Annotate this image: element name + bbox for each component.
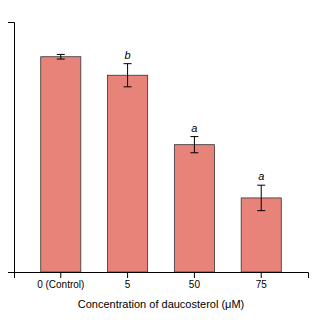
x-axis: 0 (Control) 5 50 75 xyxy=(15,272,309,290)
error-bar xyxy=(257,185,265,210)
chart: b a a 0 (Control) 5 50 75 Concentration of dauc… xyxy=(0,0,320,320)
x-tick-mark xyxy=(261,272,262,278)
y-axis-line xyxy=(8,23,15,273)
x-tick: 50 xyxy=(189,272,201,290)
x-tick-label: 75 xyxy=(256,279,268,290)
x-tick-label: 50 xyxy=(189,279,201,290)
error-bar xyxy=(57,54,65,59)
significance-label: a xyxy=(191,122,197,134)
bar xyxy=(108,75,148,272)
x-tick-label: 0 (Control) xyxy=(37,279,84,290)
significance-labels: b a a xyxy=(125,49,265,183)
x-tick: 5 xyxy=(125,272,131,290)
marks xyxy=(41,54,282,272)
x-tick-mark xyxy=(194,272,195,278)
x-axis-line xyxy=(15,273,309,279)
x-axis-title: Concentration of daucosterol (μM) xyxy=(78,298,245,310)
x-tick: 0 (Control) xyxy=(37,272,84,290)
x-tick-mark xyxy=(127,272,128,278)
y-axis xyxy=(8,23,15,273)
x-tick: 75 xyxy=(256,272,268,290)
error-bar xyxy=(190,137,198,153)
x-tick-label: 5 xyxy=(125,279,131,290)
significance-label: b xyxy=(125,49,131,61)
bar xyxy=(174,145,214,272)
error-bar xyxy=(124,64,132,87)
bar xyxy=(41,57,81,272)
plot: b a a 0 (Control) 5 50 75 xyxy=(8,23,309,291)
significance-label: a xyxy=(258,170,264,182)
x-tick-mark xyxy=(60,272,61,278)
